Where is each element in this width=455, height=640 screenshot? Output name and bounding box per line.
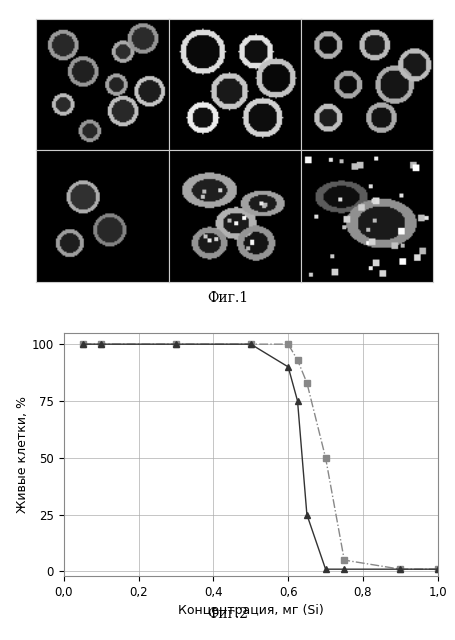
X-axis label: Концентрация, мг (Si): Концентрация, мг (Si) — [177, 604, 323, 617]
Y-axis label: Живые клетки, %: Живые клетки, % — [16, 396, 29, 513]
Text: Фиг.1: Фиг.1 — [207, 291, 248, 305]
Text: Фиг.2: Фиг.2 — [207, 607, 248, 621]
